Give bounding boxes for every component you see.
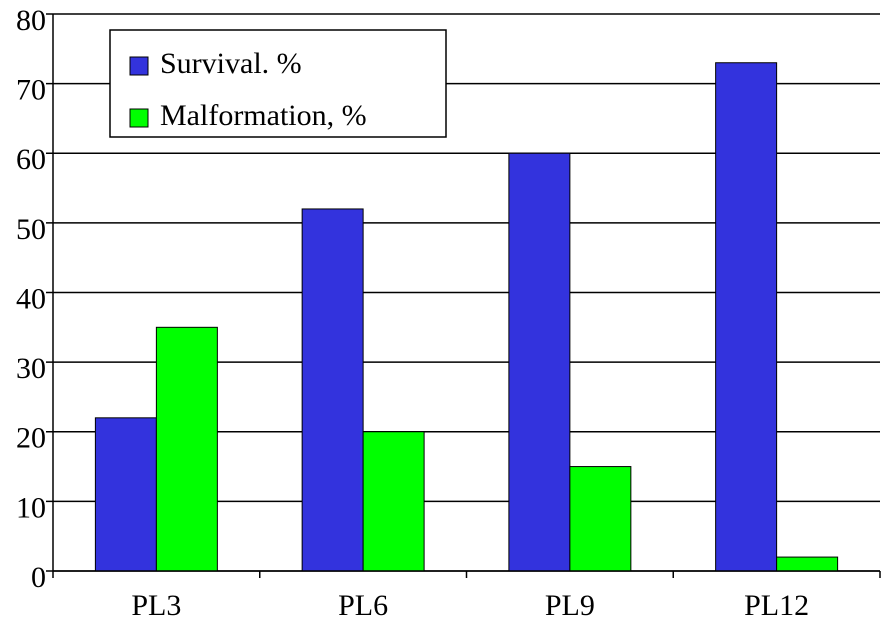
legend-label: Malformation, %: [160, 99, 367, 132]
x-tick-label: PL6: [338, 589, 388, 622]
y-tick-label: 70: [16, 74, 46, 107]
bar: [715, 62, 778, 572]
bar: [508, 152, 571, 572]
bar: [776, 556, 839, 572]
y-tick-label: 0: [31, 561, 46, 594]
bar: [569, 466, 632, 572]
bar: [94, 417, 157, 572]
y-tick-label: 50: [16, 213, 46, 246]
y-tick-label: 20: [16, 422, 46, 455]
y-tick-label: 30: [16, 352, 46, 385]
bar: [301, 208, 364, 572]
bar: [362, 431, 425, 572]
x-tick-label: PL9: [545, 589, 595, 622]
y-tick-label: 10: [16, 491, 46, 524]
legend-swatch: [129, 56, 149, 76]
y-tick-label: 40: [16, 282, 46, 315]
legend-box: [109, 29, 447, 138]
x-tick-label: PL12: [744, 589, 809, 622]
y-tick-label: 80: [16, 4, 46, 37]
legend-swatch: [129, 108, 149, 128]
bar: [155, 326, 218, 572]
y-tick-label: 60: [16, 143, 46, 176]
x-tick-label: PL3: [131, 589, 181, 622]
legend-label: Survival. %: [160, 47, 302, 80]
